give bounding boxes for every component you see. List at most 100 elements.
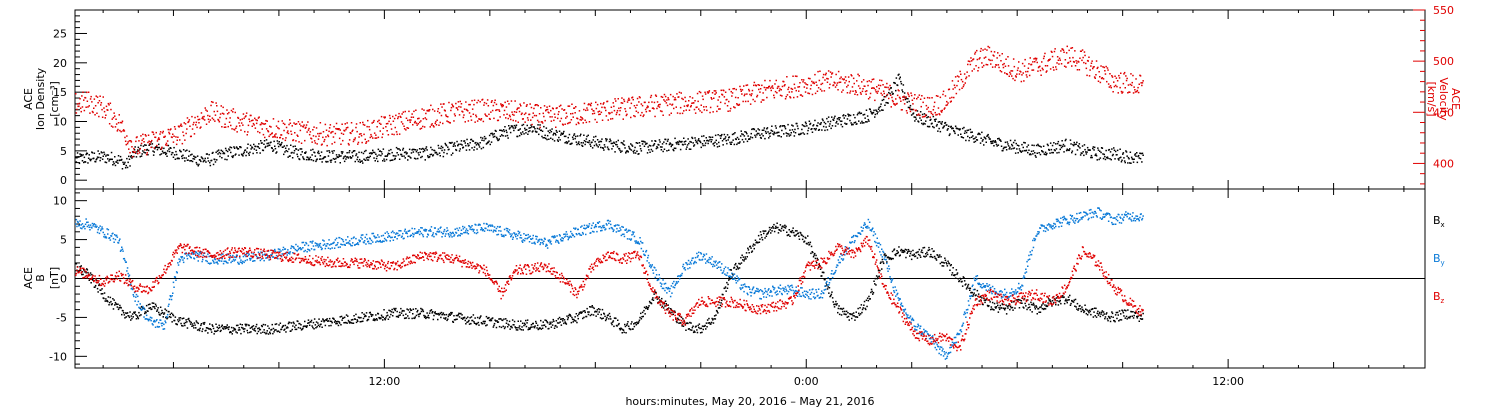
density-point [136,151,138,153]
velocity-point [141,143,143,145]
density-point [172,152,174,154]
bx-point [108,304,110,306]
velocity-point [731,95,733,97]
density-point [104,154,106,156]
bx-point [417,310,419,312]
velocity-point [875,91,877,93]
density-point [692,142,694,144]
density-point [1074,144,1076,146]
velocity-point [869,80,871,82]
velocity-point [79,98,81,100]
velocity-point [884,93,886,95]
density-point [282,146,284,148]
velocity-point [720,102,722,104]
velocity-point [454,113,456,115]
density-point [245,155,247,157]
velocity-point [850,90,852,92]
bx-point [505,318,507,320]
velocity-point [963,86,965,88]
bx-point [906,249,908,251]
bx-point [283,325,285,327]
velocity-point [642,116,644,118]
velocity-point [663,99,665,101]
density-point [1052,145,1054,147]
velocity-point [178,126,180,128]
density-point [320,158,322,160]
velocity-point [293,139,295,141]
density-point [759,129,761,131]
density-point [900,81,902,83]
bx-point [667,304,669,306]
velocity-point [679,92,681,94]
bx-point [799,239,801,241]
density-point [507,137,509,139]
velocity-point [491,100,493,102]
velocity-point [266,128,268,130]
velocity-point [573,116,575,118]
density-point [986,142,988,144]
velocity-point [370,137,372,139]
velocity-point [148,135,150,137]
bx-point [292,329,294,331]
velocity-point [716,111,718,113]
density-point [604,146,606,148]
velocity-point [358,142,360,144]
density-point [1142,155,1144,157]
density-point [617,146,619,148]
velocity-point [756,96,758,98]
velocity-point [142,134,144,136]
density-point [887,102,889,104]
density-point [499,130,501,132]
density-point [803,125,805,127]
bx-point [464,317,466,319]
velocity-point [247,134,249,136]
density-point [935,121,937,123]
velocity-point [977,59,979,61]
density-point [880,106,882,108]
velocity-point [535,104,537,106]
density-point [97,150,99,152]
velocity-point [954,87,956,89]
bx-point [622,332,624,334]
velocity-point [301,143,303,145]
density-point [896,77,898,79]
velocity-point [638,101,640,103]
velocity-point [1131,85,1133,87]
velocity-point [882,84,884,86]
bx-point [775,226,777,228]
density-point [891,91,893,93]
density-point [884,105,886,107]
bx-point [319,326,321,328]
velocity-point [378,137,380,139]
velocity-point [259,132,261,134]
velocity-point [549,116,551,118]
velocity-point [704,92,706,94]
density-point [675,148,677,150]
density-point [946,124,948,126]
velocity-point [244,131,246,133]
bx-point [385,319,387,321]
velocity-point [636,105,638,107]
density-point [993,140,995,142]
bx-point [844,311,846,313]
density-point [618,140,620,142]
velocity-point [138,150,140,152]
density-point [805,123,807,125]
velocity-point [380,130,382,132]
velocity-point [382,133,384,135]
density-point [898,74,900,76]
density-point [712,137,714,139]
density-point [835,122,837,124]
velocity-point [639,97,641,99]
density-point [604,144,606,146]
bx-point [341,319,343,321]
density-point [761,133,763,135]
density-point [1063,144,1065,146]
velocity-point [598,114,600,116]
density-point [176,154,178,156]
bx-point [678,319,680,321]
density-point [1111,148,1113,150]
bx-point [540,320,542,322]
velocity-point [737,97,739,99]
density-point [791,132,793,134]
